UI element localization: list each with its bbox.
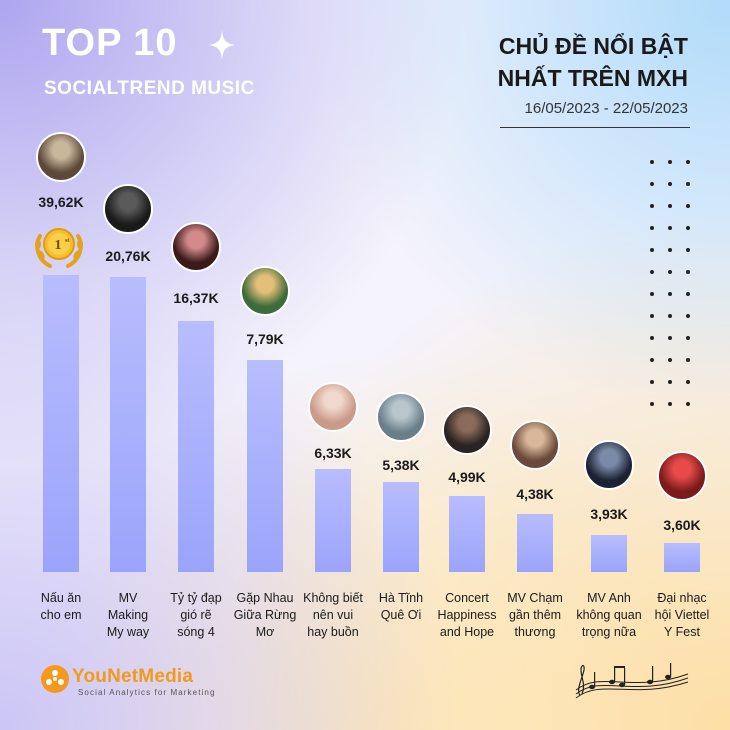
topic-thumbnail-1	[36, 132, 86, 182]
category-label-6: Hà Tĩnh Quê Ơi	[361, 590, 441, 624]
topic-thumbnail-5	[308, 382, 358, 432]
category-label-5: Không biết nên vui hay buồn	[293, 590, 373, 641]
date-range: 16/05/2023 - 22/05/2023	[524, 100, 688, 117]
topic-thumbnail-6	[376, 392, 426, 442]
category-label-8: MV Chạm gần thêm thương	[495, 590, 575, 641]
bar-2	[110, 277, 146, 572]
category-label-4: Gặp Nhau Giữa Rừng Mơ	[225, 590, 305, 641]
category-label-line: Hà Tĩnh	[378, 591, 424, 605]
category-label-10: Đại nhạc hội Viettel Y Fest	[642, 590, 722, 641]
category-label-line: sóng 4	[177, 625, 215, 639]
title-divider	[500, 127, 690, 128]
topic-thumbnail-2	[103, 184, 153, 234]
category-label-line: hay buồn	[307, 625, 359, 639]
bar-5	[315, 469, 351, 572]
top-title: TOP 10	[42, 22, 178, 64]
category-label-line: Không biết	[303, 591, 363, 605]
value-label-9: 3,93K	[590, 506, 628, 522]
value-label-7: 4,99K	[448, 469, 486, 485]
page-title-line1: CHỦ ĐỀ NỔI BẬT	[498, 33, 688, 59]
value-label-1: 39,62K	[38, 194, 84, 210]
bar-3	[178, 321, 214, 572]
bar-9	[591, 535, 627, 572]
bar-10	[664, 543, 700, 572]
category-label-line: Nấu ăn	[40, 591, 82, 605]
value-label-10: 3,60K	[663, 517, 701, 533]
category-label-line: My way	[106, 625, 150, 639]
category-label-line: nên vui	[312, 608, 354, 622]
category-label-1: Nấu ăn cho em	[21, 590, 101, 624]
value-label-5: 6,33K	[314, 445, 352, 461]
topic-thumbnail-8	[510, 420, 560, 470]
brand-tagline: Social Analytics for Marketing	[78, 688, 216, 697]
value-label-4: 7,79K	[246, 331, 284, 347]
topic-thumbnail-9	[584, 440, 634, 490]
category-label-line: cho em	[40, 608, 82, 622]
page-title-line2: NHẤT TRÊN MXH	[497, 65, 688, 91]
sparkle-icon	[209, 30, 235, 60]
category-label-line: MV	[118, 591, 138, 605]
category-label-2: MV Making My way	[88, 590, 168, 641]
category-label-line: Giữa Rừng	[233, 608, 297, 622]
younet-logo-icon	[41, 665, 69, 693]
bar-7	[449, 496, 485, 572]
category-label-line: Gặp Nhau	[236, 591, 294, 605]
category-label-line: MV Anh	[587, 591, 631, 605]
topic-thumbnail-10	[657, 451, 707, 501]
value-label-8: 4,38K	[516, 486, 554, 502]
category-label-line: gần thêm	[508, 608, 562, 622]
category-label-line: MV Chạm	[507, 591, 563, 605]
bar-8	[517, 514, 553, 572]
value-label-2: 20,76K	[105, 248, 151, 264]
chart-subtitle: SOCIALTREND MUSIC	[44, 78, 255, 99]
bar-1	[43, 275, 79, 572]
category-label-line: Tỷ tỷ đạp	[170, 591, 222, 605]
topic-thumbnail-3	[171, 222, 221, 272]
category-label-line: and Hope	[439, 625, 495, 639]
medal-rank: 1	[55, 238, 62, 253]
category-label-line: Mơ	[255, 625, 275, 639]
topic-thumbnail-7	[442, 405, 492, 455]
first-place-medal-icon: 1 st	[35, 228, 83, 268]
value-label-3: 16,37K	[173, 290, 219, 306]
category-label-line: hội Viettel	[654, 608, 710, 622]
bar-4	[247, 360, 283, 572]
decorative-dots	[650, 160, 690, 406]
category-label-line: Making	[107, 608, 149, 622]
bar-6	[383, 482, 419, 572]
category-label-line: Concert	[445, 591, 489, 605]
category-label-line: không quan	[576, 608, 642, 622]
medal-rank-suffix: st	[65, 238, 69, 244]
category-label-line: Quê Ơi	[380, 608, 422, 622]
page-title: CHỦ ĐỀ NỔI BẬT NHẤT TRÊN MXH	[498, 30, 688, 94]
category-label-line: gió rẽ	[180, 608, 212, 622]
topic-thumbnail-4	[240, 266, 290, 316]
category-label-line: thương	[514, 625, 556, 639]
value-label-6: 5,38K	[382, 457, 420, 473]
category-label-3: Tỷ tỷ đạp gió rẽ sóng 4	[156, 590, 236, 641]
category-label-line: Y Fest	[664, 625, 700, 639]
category-label-line: trọng nữa	[581, 625, 637, 639]
brand-name: YouNetMedia	[72, 666, 194, 687]
category-label-line: Happiness	[437, 608, 497, 622]
category-label-line: Đại nhạc	[657, 591, 707, 605]
category-label-9: MV Anh không quan trọng nữa	[569, 590, 649, 641]
category-label-7: Concert Happiness and Hope	[427, 590, 507, 641]
music-notes-icon	[575, 663, 689, 699]
